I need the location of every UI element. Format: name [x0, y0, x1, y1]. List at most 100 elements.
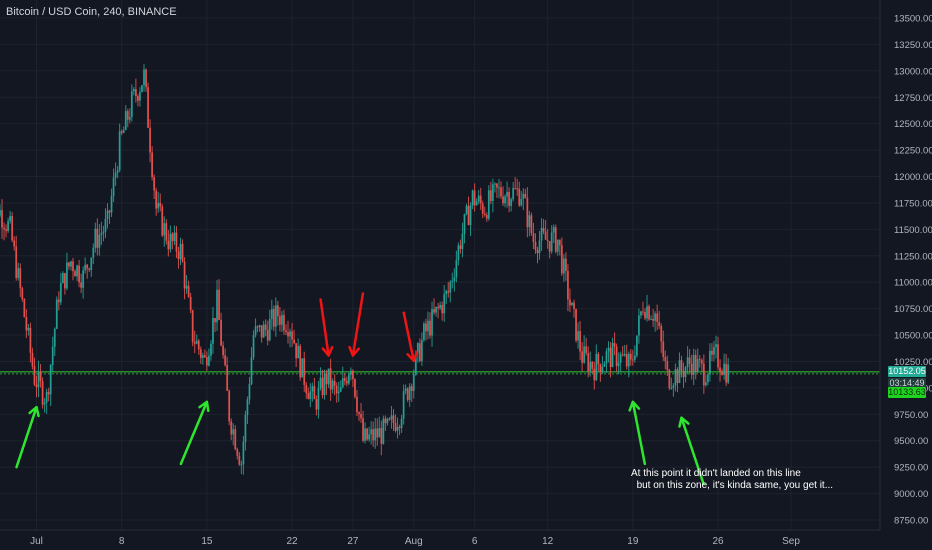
candle-body: [725, 363, 728, 383]
candle-body: [496, 183, 498, 188]
red-arrow: [348, 292, 365, 357]
candle-body: [500, 187, 502, 197]
candle-body: [709, 350, 711, 375]
candle-body: [256, 326, 259, 328]
candle-body: [27, 327, 30, 331]
candle-body: [293, 339, 295, 344]
candle-body: [66, 262, 68, 289]
candle-body: [623, 353, 626, 356]
green-arrow: [15, 405, 40, 469]
candle-body: [205, 357, 208, 366]
annotation-line-2: but on this zone, it's kinda same, you g…: [636, 480, 834, 491]
candle-body: [425, 323, 427, 332]
candle-body: [208, 355, 210, 366]
candle-body: [137, 96, 139, 101]
candle-body: [279, 316, 281, 325]
candle-body: [315, 399, 318, 410]
candle-body: [134, 89, 137, 97]
price-tick-label: 13250.00: [894, 40, 932, 51]
candle-body: [220, 319, 222, 346]
candle-body: [704, 382, 707, 386]
candle-body: [106, 210, 109, 219]
candle-body: [153, 177, 156, 191]
candle-body: [469, 205, 472, 226]
candle-body: [629, 353, 632, 360]
price-tick-label: 12000.00: [894, 172, 932, 183]
candle-body: [688, 357, 691, 364]
price-tick-label: 13500.00: [894, 14, 932, 25]
candle-body: [609, 347, 612, 368]
candle-body: [285, 330, 287, 333]
candle-body: [3, 227, 5, 230]
time-tick-label: 6: [472, 536, 478, 547]
price-tick-label: 12250.00: [894, 146, 932, 157]
candle-body: [479, 195, 482, 204]
candle-body: [258, 325, 261, 328]
candle-body: [236, 449, 239, 456]
candle-body: [307, 393, 310, 400]
candle-body: [567, 270, 569, 300]
red-arrow: [319, 298, 334, 357]
candle-body: [398, 427, 401, 429]
candle-body: [512, 188, 515, 200]
candle-body: [141, 85, 143, 92]
candle-body: [538, 240, 541, 254]
time-axis[interactable]: Jul 8 15 22 27 Aug 6 12 19 26 Sep: [0, 529, 880, 547]
candle-body: [404, 388, 407, 391]
candle-body: [171, 233, 174, 242]
candle-body: [331, 380, 334, 390]
candle-body: [431, 309, 433, 336]
candle-body: [303, 358, 306, 385]
candle-body: [216, 289, 218, 323]
candle-body: [352, 370, 354, 380]
candle-body: [5, 229, 7, 231]
candle-body: [112, 177, 115, 197]
candle-body: [98, 234, 101, 248]
candle-body: [384, 418, 387, 424]
candle-body: [313, 386, 316, 400]
candle-body: [283, 314, 285, 331]
candle-body: [605, 351, 608, 364]
candle-body: [635, 335, 638, 356]
candle-body: [210, 343, 212, 356]
candle-body: [70, 261, 72, 267]
candle-body: [420, 339, 423, 361]
candle-body: [317, 387, 320, 410]
candle-body: [49, 364, 52, 395]
candle-body: [640, 311, 642, 316]
candle-body: [270, 309, 273, 319]
candle-body: [165, 223, 168, 241]
candle-body: [546, 239, 549, 242]
candle-body: [660, 326, 663, 342]
candle-body: [648, 306, 650, 320]
candle-body: [713, 347, 715, 355]
candle-body: [548, 241, 551, 252]
price-tick-label: 13000.00: [894, 66, 932, 77]
candle-body: [33, 366, 36, 385]
candle-body: [621, 354, 624, 356]
candle-body: [380, 428, 383, 444]
price-axis[interactable]: 8750.009000.009250.009500.009750.0010000…: [879, 0, 932, 530]
candle-body: [662, 341, 665, 358]
candle-body: [674, 369, 677, 386]
time-tick-label: 26: [712, 536, 724, 547]
candle-body: [650, 318, 652, 320]
candle-body: [684, 367, 687, 377]
candle-body: [297, 346, 300, 359]
candle-body: [638, 315, 640, 336]
candle-body: [416, 343, 419, 353]
candle-body: [554, 227, 557, 252]
candle-body: [110, 196, 113, 213]
candle-body: [311, 386, 314, 392]
candle-body: [443, 294, 446, 314]
time-tick-label: 8: [119, 536, 125, 547]
candle-body: [366, 428, 369, 440]
candle-body: [706, 374, 709, 383]
time-tick-label: 19: [627, 536, 639, 547]
green-arrow: [179, 400, 210, 466]
candle-body: [45, 391, 48, 403]
candle-body: [100, 233, 103, 235]
candle-body: [374, 428, 377, 441]
candle-body: [727, 364, 730, 383]
